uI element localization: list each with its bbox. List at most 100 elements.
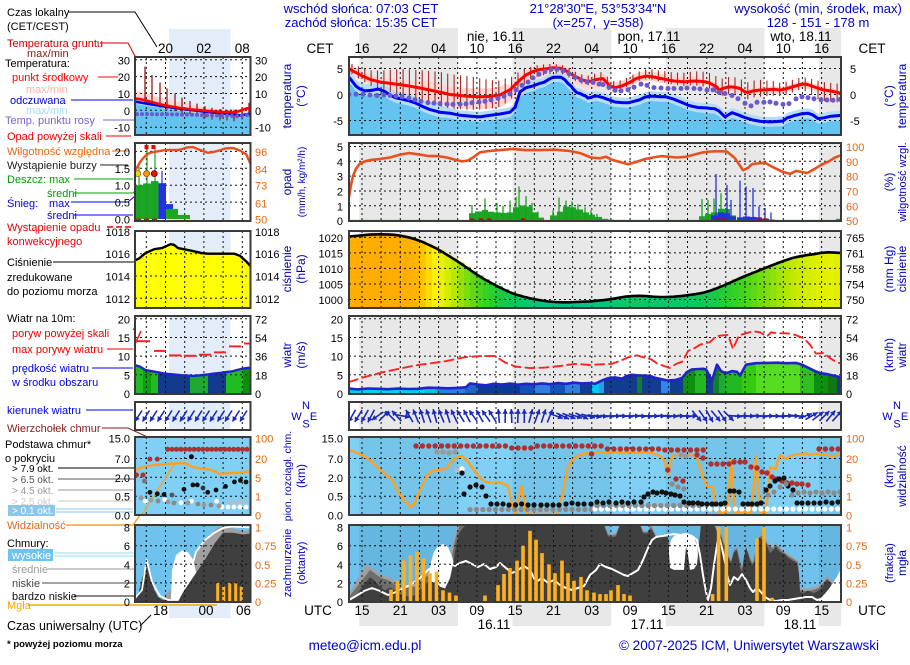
svg-text:10: 10: [469, 41, 484, 56]
svg-text:0: 0: [846, 389, 852, 401]
svg-text:konwekcyjnego: konwekcyjnego: [7, 236, 82, 248]
svg-text:0: 0: [337, 389, 343, 401]
svg-text:(x=257, y=358): (x=257, y=358): [552, 15, 643, 30]
svg-text:do poziomu morza: do poziomu morza: [7, 286, 98, 298]
svg-text:(m/s): (m/s): [294, 341, 308, 368]
svg-text:0: 0: [337, 90, 343, 102]
svg-text:(mm Hg): (mm Hg): [882, 246, 896, 293]
svg-text:Chmury:: Chmury:: [7, 538, 49, 550]
svg-text:niskie: niskie: [12, 578, 40, 590]
svg-text:1016: 1016: [106, 249, 130, 261]
svg-text:Czas lokalny: Czas lokalny: [7, 7, 70, 19]
svg-text:15: 15: [331, 333, 343, 345]
svg-text:5: 5: [337, 64, 343, 76]
svg-text:72: 72: [255, 314, 267, 326]
svg-text:0: 0: [255, 511, 261, 523]
svg-text:18: 18: [255, 370, 267, 382]
svg-text:0.5: 0.5: [115, 492, 130, 504]
svg-text:50: 50: [846, 216, 858, 228]
svg-text:0.5: 0.5: [115, 198, 130, 210]
svg-text:2: 2: [337, 578, 343, 590]
svg-text:03: 03: [431, 603, 446, 618]
svg-text:5: 5: [337, 370, 343, 382]
svg-text:Opad powyżej skali: Opad powyżej skali: [7, 131, 102, 143]
svg-text:754: 754: [846, 279, 864, 291]
svg-text:15: 15: [814, 603, 829, 618]
svg-text:20: 20: [255, 72, 267, 84]
svg-text:Wystąpienie opadu: Wystąpienie opadu: [7, 222, 100, 234]
svg-text:-5: -5: [333, 116, 343, 128]
svg-text:21: 21: [699, 603, 714, 618]
svg-text:0.5: 0.5: [846, 560, 861, 572]
svg-text:50: 50: [255, 215, 267, 227]
svg-text:S: S: [893, 419, 900, 431]
svg-text:Wilgotność względna: Wilgotność względna: [7, 146, 111, 158]
svg-text:0: 0: [255, 389, 261, 401]
svg-text:średnie: średnie: [12, 564, 48, 576]
svg-text:1005: 1005: [319, 279, 343, 291]
svg-text:Mgła: Mgła: [7, 600, 32, 612]
svg-text:2: 2: [337, 186, 343, 198]
svg-text:W: W: [291, 411, 302, 423]
svg-text:poryw powyżej skali: poryw powyżej skali: [12, 328, 109, 340]
svg-text:1014: 1014: [255, 272, 279, 284]
svg-text:20: 20: [118, 72, 130, 84]
svg-text:5: 5: [846, 473, 852, 485]
svg-text:0: 0: [850, 90, 856, 102]
svg-text:1: 1: [255, 492, 261, 504]
svg-text:0: 0: [255, 597, 261, 609]
svg-text:Śnieg:: Śnieg:: [7, 197, 38, 210]
svg-text:36: 36: [255, 352, 267, 364]
svg-text:5: 5: [255, 473, 261, 485]
svg-text:80: 80: [846, 172, 858, 184]
svg-text:21: 21: [393, 603, 408, 618]
svg-text:1: 1: [846, 523, 852, 535]
svg-text:wschód słońca: 07:03 CET: wschód słońca: 07:03 CET: [283, 1, 439, 16]
svg-text:8: 8: [124, 523, 130, 535]
svg-text:opad: opad: [280, 169, 294, 196]
svg-text:1.5: 1.5: [115, 164, 130, 176]
svg-text:-10: -10: [255, 123, 271, 135]
svg-text:7.0: 7.0: [328, 454, 343, 466]
svg-text:10: 10: [118, 89, 130, 101]
svg-text:2.0: 2.0: [115, 473, 130, 485]
svg-text:10: 10: [255, 89, 267, 101]
svg-text:6: 6: [337, 541, 343, 553]
svg-text:5: 5: [850, 64, 856, 76]
svg-text:UTC: UTC: [304, 603, 332, 618]
svg-text:4: 4: [337, 560, 343, 572]
svg-text:10: 10: [331, 352, 343, 364]
svg-text:1: 1: [337, 201, 343, 213]
svg-text:wilgotność wzgl.: wilgotność wzgl.: [897, 142, 909, 222]
svg-text:CET: CET: [859, 41, 886, 56]
svg-text:(oktanty): (oktanty): [296, 542, 308, 585]
svg-text:0: 0: [337, 216, 343, 228]
svg-text:36: 36: [846, 352, 858, 364]
svg-text:-10: -10: [114, 123, 130, 135]
svg-text:(km): (km): [882, 464, 896, 488]
svg-text:90: 90: [846, 157, 858, 169]
svg-text:1012: 1012: [106, 294, 130, 306]
svg-text:1020: 1020: [319, 233, 343, 245]
svg-text:punkt środkowy: punkt środkowy: [12, 72, 89, 84]
svg-text:> 0.1 okt.: > 0.1 okt.: [12, 506, 53, 517]
svg-text:765: 765: [846, 233, 864, 245]
svg-text:> 4.5 okt.: > 4.5 okt.: [12, 486, 53, 497]
svg-text:0.0: 0.0: [115, 511, 130, 523]
svg-text:18: 18: [846, 370, 858, 382]
svg-text:1.0: 1.0: [115, 181, 130, 193]
svg-text:20: 20: [331, 314, 343, 326]
svg-text:100: 100: [255, 434, 273, 446]
svg-text:(km/h): (km/h): [882, 338, 896, 372]
svg-text:70: 70: [846, 186, 858, 198]
svg-text:(km): (km): [294, 464, 308, 488]
svg-text:temperatura: temperatura: [280, 63, 294, 128]
svg-text:1012: 1012: [255, 294, 279, 306]
svg-text:wiatr: wiatr: [895, 342, 909, 368]
svg-text:16: 16: [814, 41, 829, 56]
svg-text:1018: 1018: [255, 227, 279, 239]
svg-text:0: 0: [846, 511, 852, 523]
svg-text:E: E: [901, 411, 908, 423]
svg-text:Podstawa chmur*: Podstawa chmur*: [5, 439, 92, 451]
svg-text:72: 72: [846, 314, 858, 326]
